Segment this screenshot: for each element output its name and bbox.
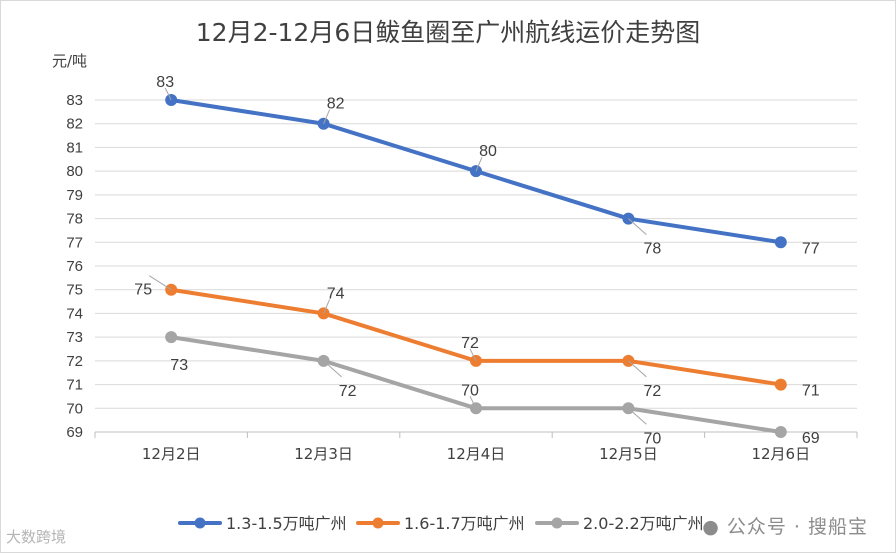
x-tick-label: 12月6日 <box>751 445 810 463</box>
watermark-account: ● 公众号 · 搜船宝 <box>702 512 868 539</box>
y-tick-label: 69 <box>66 424 83 441</box>
data-label: 70 <box>461 382 479 399</box>
data-label-leader <box>469 396 477 409</box>
y-tick-label: 72 <box>66 353 83 370</box>
y-tick-label: 82 <box>66 116 83 133</box>
data-label-leader <box>475 156 483 172</box>
y-tick-label: 77 <box>66 234 83 251</box>
legend-swatch-marker-3 <box>551 517 563 529</box>
y-tick-label: 76 <box>66 258 83 275</box>
series-1-marker <box>774 236 787 249</box>
wechat-icon: ● <box>702 516 720 538</box>
data-label-leader <box>323 109 331 124</box>
data-label: 72 <box>339 383 357 400</box>
x-tick-label: 12月5日 <box>599 445 658 463</box>
data-label: 71 <box>802 383 820 400</box>
data-label-leader <box>628 218 647 235</box>
series-3-marker <box>165 331 178 344</box>
x-tick-label: 12月3日 <box>294 445 353 463</box>
data-label: 74 <box>327 285 345 302</box>
y-tick-label: 73 <box>66 329 83 346</box>
y-tick-label: 83 <box>66 92 83 109</box>
series-1-marker <box>317 117 330 130</box>
y-tick-label: 70 <box>66 400 83 417</box>
y-tick-label: 79 <box>66 187 83 204</box>
data-label-leader <box>164 87 172 101</box>
y-tick-label: 75 <box>66 282 83 299</box>
series-2-marker <box>774 378 787 391</box>
y-tick-label: 78 <box>66 211 83 228</box>
data-label: 73 <box>170 357 188 374</box>
legend-entry-3: 2.0-2.2万吨广州 <box>583 514 704 533</box>
legend-swatch-marker-2 <box>372 517 384 529</box>
legend-entry-2: 1.6-1.7万吨广州 <box>404 514 525 533</box>
watermark-logo-text: 大数跨境 <box>6 528 67 546</box>
data-label: 70 <box>644 430 662 447</box>
legend-swatch-marker-1 <box>194 517 206 529</box>
data-label: 77 <box>802 240 820 257</box>
legend-entry-1: 1.3-1.5万吨广州 <box>226 514 347 533</box>
y-axis-label: 元/吨 <box>52 52 87 70</box>
x-tick-label: 12月4日 <box>447 445 506 463</box>
watermark-logo: 大数跨境 <box>6 526 66 547</box>
data-label-leader <box>148 275 172 291</box>
data-label-leader <box>628 360 647 378</box>
data-label: 78 <box>644 241 662 258</box>
data-label: 83 <box>156 74 174 91</box>
y-tick-label: 80 <box>66 163 83 180</box>
watermark-account-text: 公众号 · 搜船宝 <box>726 516 868 538</box>
data-label-leader <box>469 348 477 362</box>
data-label: 72 <box>644 383 662 400</box>
y-tick-label: 71 <box>66 377 83 394</box>
data-label-leader <box>323 360 342 378</box>
data-label: 69 <box>802 430 820 447</box>
x-tick-label: 12月2日 <box>142 445 201 463</box>
data-label-leader <box>323 299 331 314</box>
data-label-leader <box>628 407 647 425</box>
data-label: 75 <box>134 282 152 299</box>
data-label: 82 <box>327 96 345 113</box>
series-3-marker <box>774 426 787 438</box>
chart-title: 12月2-12月6日鲅鱼圈至广州航线运价走势图 <box>196 18 700 47</box>
data-label: 72 <box>461 335 479 352</box>
data-label: 80 <box>479 143 497 160</box>
y-tick-label: 81 <box>66 139 83 156</box>
y-tick-label: 74 <box>66 305 83 322</box>
